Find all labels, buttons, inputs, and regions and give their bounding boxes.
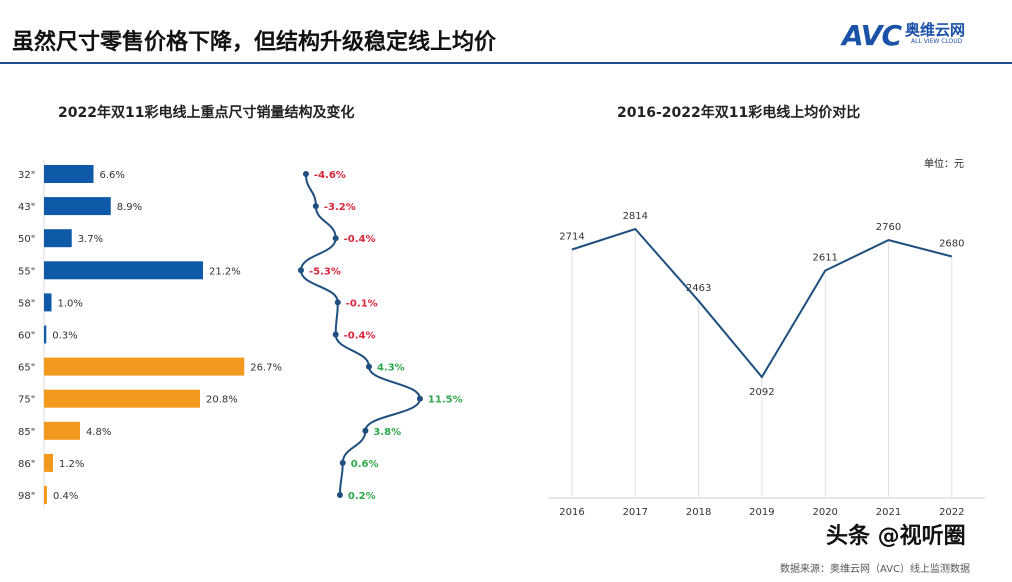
category-label: 65" xyxy=(18,363,35,374)
bar xyxy=(44,421,80,440)
x-tick-label: 2020 xyxy=(812,507,837,518)
bar xyxy=(44,197,111,216)
change-label: 0.2% xyxy=(348,491,376,502)
change-label: -0.4% xyxy=(344,331,376,342)
price-line xyxy=(571,227,953,379)
toutiao-watermark: 头条 @视听圈 xyxy=(826,524,966,549)
change-point xyxy=(302,171,309,177)
bar xyxy=(44,261,203,280)
category-label: 43" xyxy=(18,202,35,213)
left-chart-title: 2022年双11彩电线上重点尺寸销量结构及变化 xyxy=(58,105,355,121)
change-point xyxy=(332,235,339,242)
change-label: -4.6% xyxy=(314,170,346,181)
bar-value-label: 1.0% xyxy=(58,298,83,309)
x-tick-label: 2021 xyxy=(876,507,901,518)
bar-value-label: 3.7% xyxy=(78,234,103,245)
change-point xyxy=(339,459,346,466)
logo-en: ALL VIEW CLOUD xyxy=(911,38,963,45)
bar xyxy=(44,229,72,248)
x-tick-label: 2018 xyxy=(686,507,711,518)
bar-value-label: 1.2% xyxy=(59,459,84,470)
bar xyxy=(44,325,47,344)
category-label: 50" xyxy=(18,234,35,245)
bar-value-label: 0.4% xyxy=(53,491,78,502)
x-tick-label: 2016 xyxy=(559,507,584,518)
change-point xyxy=(362,427,369,434)
change-label: 4.3% xyxy=(377,363,405,374)
x-tick-label: 2017 xyxy=(623,507,648,518)
bar-value-label: 20.8% xyxy=(206,395,238,406)
change-label: -3.2% xyxy=(324,202,356,213)
change-label: 11.5% xyxy=(428,395,463,406)
bar xyxy=(44,165,94,183)
category-label: 58" xyxy=(18,298,35,309)
change-point xyxy=(332,331,339,338)
change-point xyxy=(334,299,341,306)
bar-value-label: 0.3% xyxy=(52,331,77,342)
data-source: 数据来源：奥维云网（AVC）线上监测数据 xyxy=(780,564,971,575)
category-label: 85" xyxy=(18,427,35,438)
data-label: 2760 xyxy=(876,222,901,233)
x-tick-label: 2022 xyxy=(939,507,964,518)
change-label: -0.1% xyxy=(346,298,378,309)
change-point xyxy=(365,363,372,370)
change-point xyxy=(312,203,319,210)
logo-avc: AVC xyxy=(842,19,902,52)
bar xyxy=(44,453,53,472)
avc-logo: AVC 奥维云网 ALL VIEW CLOUD xyxy=(842,22,965,50)
bar-value-label: 4.8% xyxy=(86,427,111,438)
category-label: 86" xyxy=(18,459,35,470)
bar-value-label: 8.9% xyxy=(117,202,142,213)
data-label: 2463 xyxy=(686,283,711,294)
data-label: 2814 xyxy=(623,211,648,222)
bar-value-label: 6.6% xyxy=(100,170,125,181)
change-label: 0.6% xyxy=(351,459,379,470)
page-title: 虽然尺寸零售价格下降，但结构升级稳定线上均价 xyxy=(12,30,497,55)
right-chart-title: 2016-2022年双11彩电线上均价对比 xyxy=(617,105,861,121)
category-label: 98" xyxy=(18,491,35,502)
change-point xyxy=(297,267,304,274)
category-label: 32" xyxy=(18,170,35,181)
data-label: 2680 xyxy=(939,238,964,249)
bar xyxy=(44,357,245,376)
category-label: 60" xyxy=(18,331,35,342)
unit-label: 单位：元 xyxy=(924,159,964,170)
category-label: 55" xyxy=(18,266,35,277)
bar-value-label: 26.7% xyxy=(250,363,282,374)
category-label: 75" xyxy=(18,395,35,406)
change-label: 3.8% xyxy=(373,427,401,438)
change-point xyxy=(336,492,343,498)
change-point xyxy=(416,395,423,402)
data-label: 2092 xyxy=(749,387,774,398)
x-tick-label: 2019 xyxy=(749,507,774,518)
data-label: 2714 xyxy=(559,232,584,243)
logo-cn: 奥维云网 xyxy=(905,21,966,39)
bar xyxy=(44,486,47,504)
change-label: -5.3% xyxy=(309,266,341,277)
bar xyxy=(44,389,200,408)
change-label: -0.4% xyxy=(344,234,376,245)
header-divider xyxy=(0,62,1012,64)
bar-value-label: 21.2% xyxy=(209,266,241,277)
bar xyxy=(44,293,52,312)
data-label: 2611 xyxy=(812,253,837,264)
